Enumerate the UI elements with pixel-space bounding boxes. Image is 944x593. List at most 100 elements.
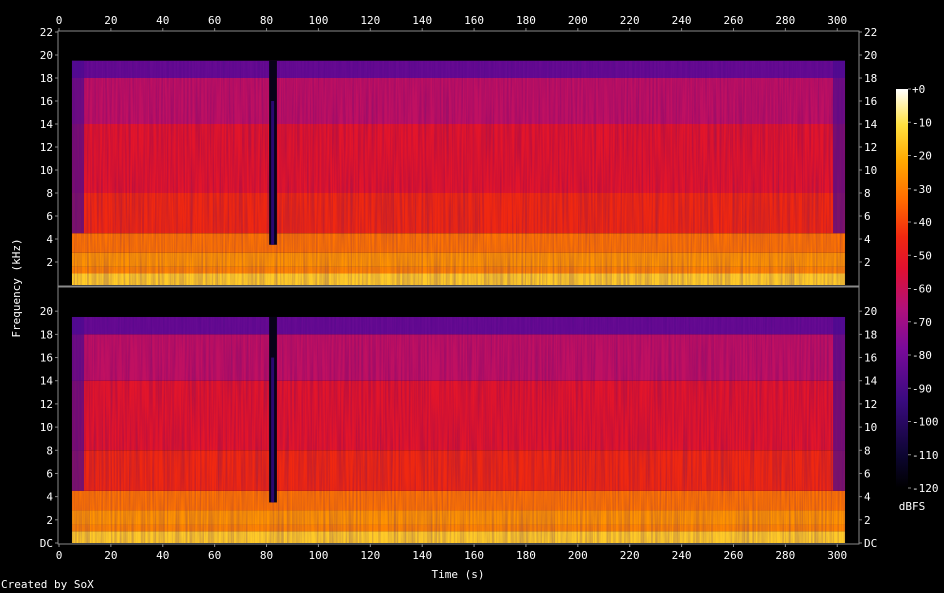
- xtick-label-top: 220: [620, 14, 640, 27]
- xtick-label-bottom: 80: [260, 549, 273, 562]
- colorbar-tick-label: -60: [912, 283, 932, 296]
- colorbar-label: dBFS: [899, 500, 926, 513]
- top-ytick-label-right: 14: [864, 118, 878, 131]
- xtick-label-bottom: 260: [724, 549, 744, 562]
- colorbar-tick-label: +0: [912, 83, 925, 96]
- bottom-fade-in: [71, 316, 84, 491]
- top-ytick-label-left: 14: [40, 118, 54, 131]
- top-ytick-label-left: 20: [40, 49, 53, 62]
- top-ytick-label-left: 8: [46, 187, 53, 200]
- xtick-label-bottom: 280: [775, 549, 795, 562]
- bottom-ytick-label-left: DC: [40, 537, 53, 550]
- xtick-label-top: 140: [412, 14, 432, 27]
- bottom-ytick-label-left: 18: [40, 328, 53, 341]
- bottom-ytick-label-right: 4: [864, 491, 871, 504]
- bottom-ytick-label-right: 18: [864, 328, 877, 341]
- xtick-label-bottom: 100: [308, 549, 328, 562]
- top-ytick-label-left: 4: [46, 233, 53, 246]
- bottom-ytick-label-right: 20: [864, 305, 877, 318]
- top-streak-texture: [71, 60, 846, 285]
- bottom-ytick-label-left: 6: [46, 467, 53, 480]
- bottom-gap-residue: [271, 357, 275, 503]
- bottom-ytick-label-right: DC: [864, 537, 877, 550]
- xtick-label-top: 260: [724, 14, 744, 27]
- x-axis-label: Time (s): [432, 568, 485, 581]
- bottom-ytick-label-right: 16: [864, 352, 877, 365]
- top-ytick-label-right: 16: [864, 95, 877, 108]
- xtick-label-bottom: 0: [56, 549, 63, 562]
- colorbar: [896, 89, 908, 488]
- xtick-label-top: 200: [568, 14, 588, 27]
- colorbar-tick-label: -40: [912, 216, 932, 229]
- xtick-label-top: 120: [360, 14, 380, 27]
- bottom-channel-frame: [57, 286, 860, 545]
- xtick-label-bottom: 300: [827, 549, 847, 562]
- top-fade-out: [833, 60, 846, 234]
- xtick-label-top: 300: [827, 14, 847, 27]
- top-gap-residue: [271, 101, 275, 245]
- xtick-label-bottom: 180: [516, 549, 536, 562]
- xtick-label-top: 60: [208, 14, 221, 27]
- top-ytick-label-left: 22: [40, 26, 53, 39]
- top-ytick-label-right: 10: [864, 164, 877, 177]
- top-ytick-label-right: 22: [864, 26, 877, 39]
- xtick-label-bottom: 40: [156, 549, 169, 562]
- colorbar-ticks: +0 -10 -20 -30 -40 -50 -60 -70 -80 -90 -100 -110 -12…: [908, 83, 939, 495]
- colorbar-tick-label: -100: [912, 416, 939, 429]
- bottom-ytick-label-left: 20: [40, 305, 53, 318]
- spectrogram-plots: [71, 60, 846, 543]
- colorbar-tick-label: -90: [912, 382, 932, 395]
- bottom-ytick-label-left: 16: [40, 352, 53, 365]
- top-ytick-label-right: 8: [864, 187, 871, 200]
- colorbar-tick-label: -50: [912, 249, 932, 262]
- xtick-label-top: 0: [56, 14, 63, 27]
- top-fade-in: [71, 60, 84, 234]
- y-axis-label: Frequency (kHz): [10, 238, 23, 337]
- bottom-ytick-label-right: 10: [864, 421, 877, 434]
- xtick-label-top: 160: [464, 14, 484, 27]
- xtick-label-top: 240: [672, 14, 692, 27]
- top-channel-spectrogram: [71, 60, 846, 285]
- xtick-label-bottom: 140: [412, 549, 432, 562]
- xtick-label-bottom: 120: [360, 549, 380, 562]
- bottom-ytick-label-left: 4: [46, 491, 53, 504]
- xtick-label-top: 100: [308, 14, 328, 27]
- xtick-label-top: 20: [104, 14, 117, 27]
- bottom-ytick-label-left: 2: [46, 514, 53, 527]
- colorbar-tick-label: -80: [912, 349, 932, 362]
- top-ytick-label-left: 18: [40, 72, 53, 85]
- bottom-ytick-label-right: 14: [864, 375, 878, 388]
- bottom-ytick-label-right: 6: [864, 467, 871, 480]
- credit-text: Created by SoX: [1, 578, 94, 591]
- xtick-label-bottom: 60: [208, 549, 221, 562]
- top-ytick-label-left: 2: [46, 256, 53, 269]
- bottom-ytick-label-left: 10: [40, 421, 53, 434]
- xtick-label-top: 280: [775, 14, 795, 27]
- xtick-label-top: 40: [156, 14, 169, 27]
- xtick-label-bottom: 160: [464, 549, 484, 562]
- xtick-label-bottom: 200: [568, 549, 588, 562]
- colorbar-tick-label: -30: [912, 183, 932, 196]
- xtick-label-bottom: 220: [620, 549, 640, 562]
- bottom-channel-spectrogram: [71, 316, 846, 543]
- top-ytick-label-right: 2: [864, 256, 871, 269]
- top-ytick-label-right: 6: [864, 210, 871, 223]
- bottom-ytick-label-right: 12: [864, 398, 877, 411]
- bottom-ytick-label-left: 12: [40, 398, 53, 411]
- bottom-ytick-label-right: 8: [864, 444, 871, 457]
- bottom-ytick-label-left: 14: [40, 375, 54, 388]
- xtick-label-bottom: 240: [672, 549, 692, 562]
- top-ytick-label-right: 12: [864, 141, 877, 154]
- top-ytick-label-left: 16: [40, 95, 53, 108]
- top-channel-frame: [57, 30, 860, 287]
- top-ytick-label-right: 4: [864, 233, 871, 246]
- colorbar-tick-label: -70: [912, 316, 932, 329]
- xtick-label-bottom: 20: [104, 549, 117, 562]
- bottom-ytick-label-right: 2: [864, 514, 871, 527]
- top-ytick-label-right: 20: [864, 49, 877, 62]
- colorbar-tick-label: -10: [912, 116, 932, 129]
- xtick-label-top: 80: [260, 14, 273, 27]
- bottom-fade-out: [833, 316, 846, 491]
